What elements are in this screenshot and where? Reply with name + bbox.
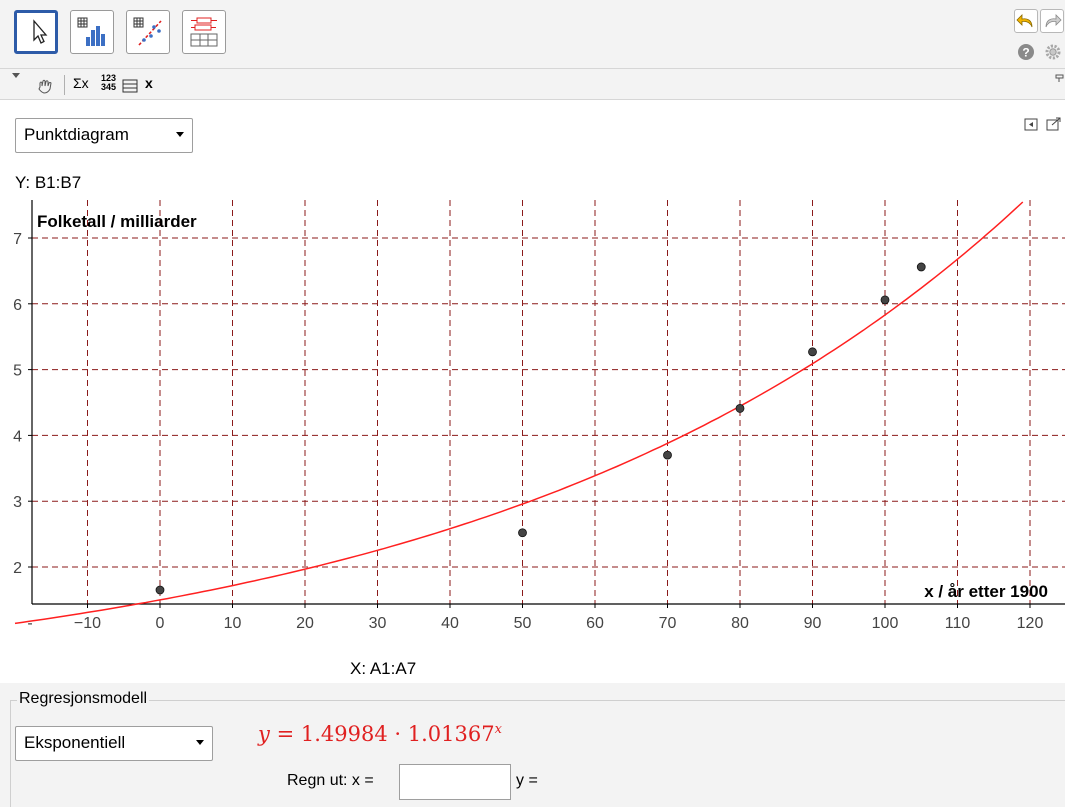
y-tick-label: 3 (13, 494, 22, 511)
y-axis-label: Folketall / milliarder (37, 212, 197, 231)
formula-a: 1.49984 (300, 722, 388, 746)
scatter-plot[interactable]: - −10 0 10 20 30 40 50 60 70 80 90 100 110 120 2 3 4 5 6 7 F… (0, 200, 1065, 640)
y-source-label: Y: B1:B7 (15, 173, 82, 192)
options-icon[interactable] (1024, 117, 1040, 133)
x-axis-label: x / år etter 1900 (924, 582, 1048, 601)
statistics-toggle[interactable]: Σx (73, 75, 89, 91)
scatter-regression-icon (133, 17, 162, 46)
x-tick-label: 50 (514, 615, 532, 632)
boxplots-icon (190, 17, 218, 47)
data-panel-toggle[interactable]: 123 345 (101, 73, 117, 92)
source-toggle[interactable]: x (145, 75, 153, 91)
y-tick-label: 6 (13, 297, 22, 314)
x-tick-label: 70 (659, 615, 677, 632)
data-point (735, 404, 745, 413)
data-points (155, 262, 926, 595)
tick-labels: - −10 0 10 20 30 40 50 60 70 80 90 100 110 120 2 3 4 5 6 7 (13, 231, 1043, 632)
one-variable-tool-button[interactable] (70, 10, 114, 54)
x-value-input[interactable] (399, 764, 511, 800)
x-tick-label: 90 (804, 615, 822, 632)
x-tick-label: 110 (945, 615, 971, 632)
regression-legend: Regresjonsmodell (17, 690, 150, 708)
multi-variable-tool-button[interactable] (182, 10, 226, 54)
axes (31, 200, 1065, 605)
x-tick-label: 30 (369, 615, 387, 632)
x-tick-label: 100 (872, 615, 899, 632)
formula-exponent: x (494, 722, 502, 737)
x-tick-label: 40 (441, 615, 459, 632)
move-tool-button[interactable] (14, 10, 58, 54)
regression-model-select[interactable]: Eksponentiell (15, 726, 213, 761)
y-tick-label: 4 (13, 428, 22, 445)
y-tick-label: 5 (13, 363, 22, 380)
data-point (880, 295, 890, 305)
chevron-down-icon (176, 132, 184, 137)
x-tick-label: - (27, 615, 32, 632)
data-point (663, 450, 672, 460)
formula-lhs: y (258, 722, 270, 746)
chevron-down-icon (196, 740, 204, 745)
formula-dot: · (394, 722, 402, 746)
table-layout-icon[interactable] (122, 79, 138, 93)
two-variable-tool-button[interactable] (126, 10, 170, 54)
hand-icon[interactable] (36, 78, 54, 94)
data-point (916, 262, 926, 272)
pointer-arrow-icon (33, 19, 48, 44)
x-source-label: X: A1:A7 (350, 659, 417, 678)
separator (64, 75, 65, 95)
grid (32, 200, 1065, 604)
x-tick-label: −10 (74, 615, 101, 632)
svg-text:?: ? (1022, 46, 1029, 60)
regression-model-value: Eksponentiell (24, 733, 126, 752)
y-tick-label: 7 (13, 231, 22, 248)
undo-button[interactable] (1014, 9, 1038, 33)
style-bar: Σx 123 345 x (0, 69, 1065, 100)
y-result-label: y = (516, 772, 538, 789)
collapse-triangle-icon[interactable] (11, 71, 23, 81)
regression-formula: y = 1.49984 · 1.01367x (258, 722, 502, 746)
regression-fieldset (10, 700, 1065, 807)
x-tick-label: 120 (1017, 615, 1044, 632)
formula-b: 1.01367 (407, 722, 495, 746)
x-tick-label: 80 (731, 615, 749, 632)
y-tick-label: 2 (13, 560, 22, 577)
data-point (518, 528, 527, 538)
toolbar: ? (0, 0, 1065, 69)
plot-type-select[interactable]: Punktdiagram (15, 118, 193, 153)
undo-arrow-icon (1016, 14, 1033, 28)
data-point (155, 585, 165, 595)
help-button[interactable]: ? (1017, 43, 1035, 64)
gear-icon (1045, 44, 1061, 60)
compute-label: Regn ut: x = (287, 772, 374, 789)
x-tick-label: 10 (224, 615, 242, 632)
x-tick-label: 20 (296, 615, 314, 632)
export-icon[interactable] (1046, 117, 1065, 133)
redo-arrow-icon (1045, 14, 1062, 28)
regression-curve (14, 201, 1024, 625)
x-tick-label: 0 (156, 615, 165, 632)
redo-button[interactable] (1040, 9, 1064, 33)
data-point (808, 347, 817, 357)
plot-type-value: Punktdiagram (24, 125, 129, 144)
formula-equals: = (276, 722, 295, 746)
x-tick-label: 60 (586, 615, 604, 632)
pin-icon[interactable] (1055, 73, 1065, 83)
histogram-icon (77, 17, 105, 46)
help-icon: ? (1018, 44, 1034, 60)
settings-button[interactable] (1043, 43, 1063, 64)
